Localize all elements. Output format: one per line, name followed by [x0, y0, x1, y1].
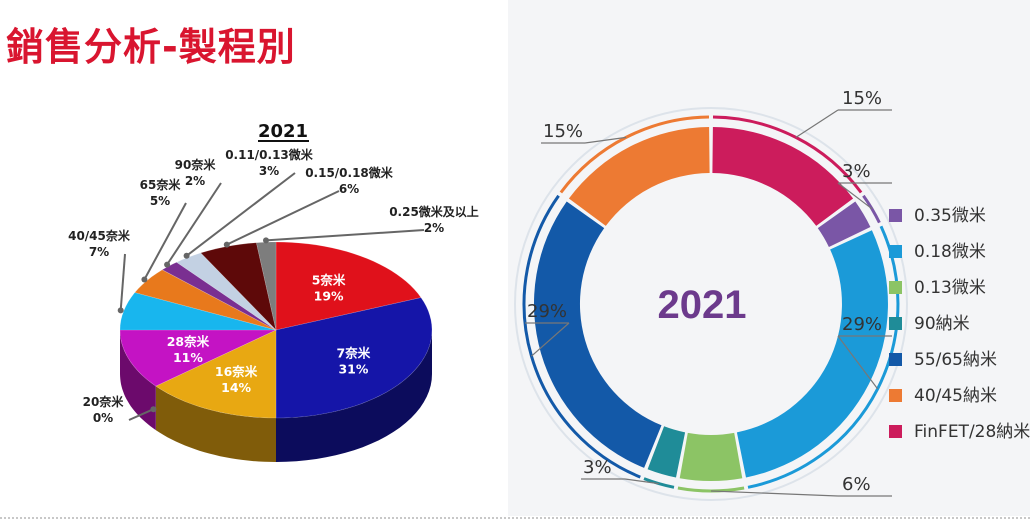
- pie3d-leader-dot-0.25微米及以上: [263, 237, 269, 244]
- pie3d-slice-5奈米: [275, 241, 422, 331]
- legend-label-40/45納米: 40/45納米: [914, 386, 997, 406]
- pie3d-leader-0.25微米及以上: [265, 229, 425, 242]
- pie3d-leader-20奈米: [128, 408, 154, 421]
- donut-segment-90納米: [647, 426, 686, 478]
- pie3d-side-28奈米: [120, 330, 156, 431]
- pie3d-pct-0.11/0.13微米: 3%: [259, 164, 279, 178]
- legend-label-0.35微米: 0.35微米: [914, 206, 986, 226]
- donut-segment-0.13微米: [679, 432, 743, 481]
- donut-leader-0.18微米: [837, 335, 879, 390]
- donut-pct-0.18微米: 29%: [842, 314, 882, 335]
- legend-swatch-40/45納米: [889, 389, 902, 402]
- legend-label-FinFET/28納米: FinFET/28納米: [914, 422, 1030, 442]
- pie3d-pct-16奈米: 14%: [221, 380, 251, 395]
- pie3d-pct-0.15/0.18微米: 6%: [339, 182, 359, 196]
- legend-swatch-0.13微米: [889, 281, 902, 294]
- left-pie-slices: [119, 241, 433, 419]
- pie3d-label-0.11/0.13微米: 0.11/0.13微米: [225, 147, 314, 162]
- donut-pct-FinFET/28納米: 15%: [842, 88, 882, 109]
- donut-pct-55/65納米: 29%: [527, 301, 567, 322]
- legend-label-90納米: 90納米: [914, 314, 970, 334]
- left-pie-depth: [120, 330, 432, 462]
- pie3d-pct-40/45奈米: 7%: [89, 245, 109, 259]
- donut-segment-0.35微米: [817, 201, 871, 247]
- pie3d-label-7奈米: 7奈米: [337, 346, 371, 361]
- pie3d-leader-40/45奈米: [119, 253, 126, 311]
- pie3d-leader-0.15/0.18微米: [226, 190, 340, 246]
- donut-outer-arc-90納米: [643, 477, 675, 489]
- donut-pct-0.13微米: 6%: [842, 474, 871, 495]
- pie3d-leader-0.11/0.13微米: [185, 172, 296, 257]
- donut-outer-arc-0.13微米: [677, 486, 745, 493]
- pie3d-leader-90奈米: [166, 182, 222, 266]
- legend-label-0.18微米: 0.18微米: [914, 242, 986, 262]
- pie3d-label-0.25微米及以上: 0.25微米及以上: [389, 204, 479, 219]
- pie3d-label-20奈米: 20奈米: [83, 394, 125, 409]
- donut-pct-90納米: 3%: [583, 457, 612, 478]
- donut-segments: [533, 127, 888, 481]
- pie3d-leader-dot-90奈米: [164, 261, 171, 268]
- donut-labels: 15% 3% 29% 6% 3% 29% 15%: [525, 88, 892, 497]
- pie3d-pct-65奈米: 5%: [150, 194, 170, 208]
- pie3d-slice-7奈米: [275, 297, 433, 419]
- donut-leader-55/65納米: [531, 322, 570, 357]
- donut-segment-FinFET/28納米: [712, 127, 854, 226]
- donut-leader-FinFET/28納米: [795, 109, 839, 138]
- donut-pct-0.35微米: 3%: [842, 161, 871, 182]
- pie3d-slice-16奈米: [155, 329, 277, 419]
- donut-leader-0.13微米: [710, 490, 839, 497]
- donut-pct-40/45納米: 15%: [543, 121, 583, 142]
- legend-label-55/65納米: 55/65納米: [914, 350, 997, 370]
- pie3d-leader-dot-20奈米: [150, 406, 157, 413]
- pie3d-pct-5奈米: 19%: [314, 288, 344, 303]
- pie3d-leader-dot-65奈米: [141, 276, 148, 283]
- legend-swatch-55/65納米: [889, 353, 902, 366]
- pie3d-pct-90奈米: 2%: [185, 174, 205, 188]
- left-chart-title: 2021: [258, 121, 308, 142]
- donut-segment-0.18微米: [736, 230, 888, 478]
- pie3d-leader-dot-0.15/0.18微米: [223, 241, 230, 248]
- pie3d-pct-0.25微米及以上: 2%: [424, 221, 444, 235]
- pie3d-pct-20奈米: 0%: [93, 411, 113, 425]
- pie3d-label-40/45奈米: 40/45奈米: [68, 228, 131, 243]
- pie3d-label-16奈米: 16奈米: [215, 364, 258, 379]
- pie3d-slice-40/45奈米: [119, 292, 277, 331]
- page-title: 銷售分析-製程別: [6, 25, 296, 69]
- donut-segment-55/65納米: [533, 201, 662, 468]
- pie3d-leader-65奈米: [143, 202, 187, 280]
- donut-leader-90納米: [624, 478, 659, 485]
- legend-swatch-0.35微米: [889, 209, 902, 222]
- pie3d-slice-28奈米: [119, 329, 277, 387]
- pie3d-label-65奈米: 65奈米: [140, 177, 182, 192]
- pie3d-label-5奈米: 5奈米: [312, 272, 346, 287]
- legend-label-0.13微米: 0.13微米: [914, 278, 986, 298]
- donut-legend: 0.35微米 0.18微米 0.13微米 90納米 55/65納米 40/45納米 FinF…: [889, 206, 1030, 442]
- pie3d-side-7奈米: [276, 330, 432, 462]
- pie3d-label-28奈米: 28奈米: [167, 334, 210, 349]
- pie3d-leader-dot-40/45奈米: [117, 307, 124, 314]
- donut-segment-40/45納米: [568, 127, 710, 226]
- pie3d-label-90奈米: 90奈米: [175, 157, 217, 172]
- bottom-dotted-divider: [0, 517, 1030, 519]
- donut-center-title: 2021: [658, 283, 747, 327]
- pie3d-leader-dot-0.11/0.13微米: [183, 252, 190, 259]
- pie3d-label-0.15/0.18微米: 0.15/0.18微米: [305, 165, 394, 180]
- donut-outer-arc-40/45納米: [559, 115, 710, 194]
- legend-swatch-90納米: [889, 317, 902, 330]
- donut-outer-ring: [514, 107, 908, 501]
- pie3d-side-16奈米: [155, 386, 276, 462]
- donut-leader-40/45納米: [584, 136, 627, 144]
- donut-leader-0.35微米: [837, 182, 873, 210]
- legend-swatch-0.18微米: [889, 245, 902, 258]
- pie3d-pct-28奈米: 11%: [173, 350, 203, 365]
- legend-swatch-FinFET/28納米: [889, 425, 902, 438]
- pie3d-pct-7奈米: 31%: [338, 362, 368, 377]
